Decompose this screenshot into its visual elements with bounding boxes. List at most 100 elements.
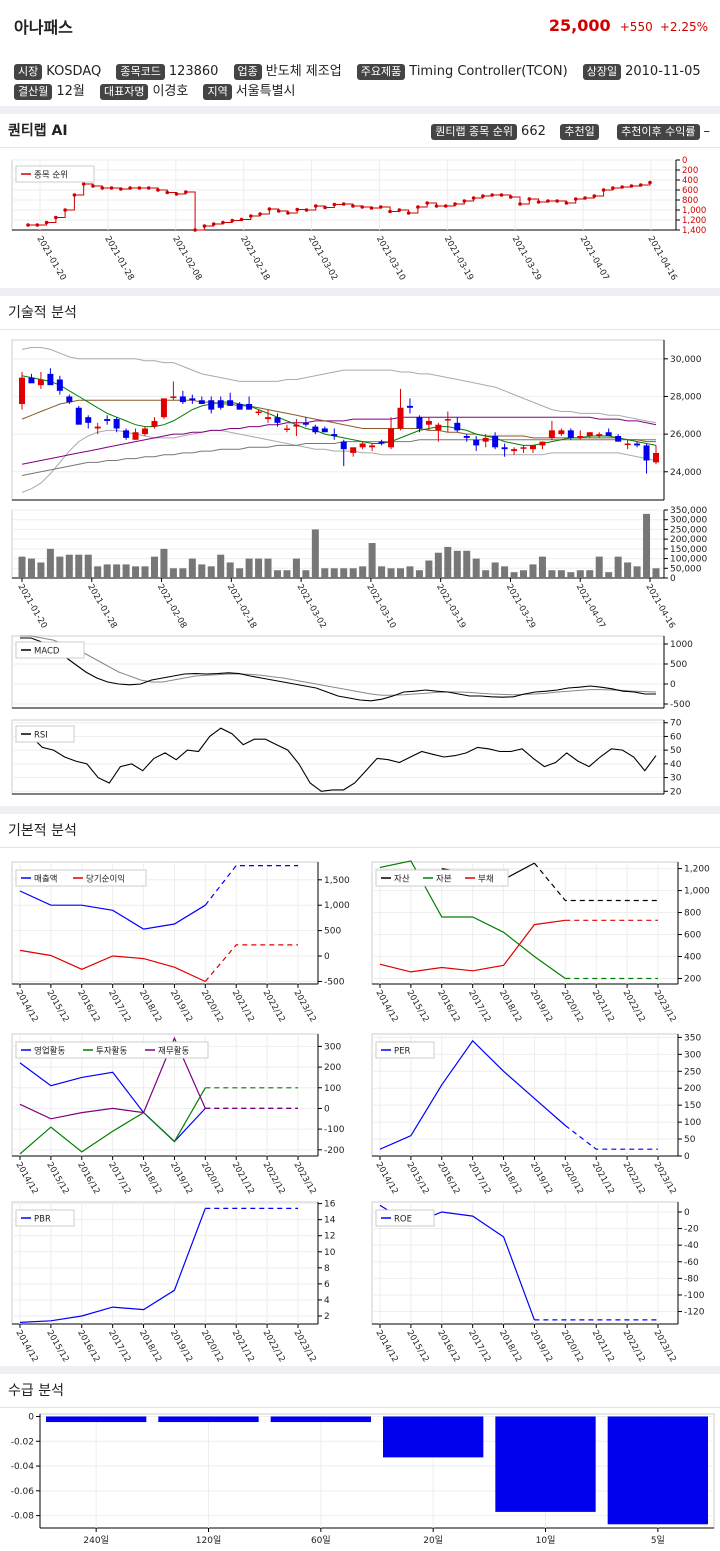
x-tick-label: 2014/12: [13, 1329, 39, 1363]
volume-bar: [453, 550, 461, 578]
roe-chart: -120 -100 -80 -60 -40 -20 0 2014/12 2015/12 2016/…: [371, 1201, 705, 1362]
rank-point: [230, 218, 235, 223]
supply-chart: 0 -0.02 -0.04 -0.06 -0.08 240일 120일 60일 20일 10일 5일: [11, 1412, 715, 1546]
x-tick-label: 10일: [536, 1535, 556, 1546]
rank-point: [462, 199, 467, 203]
rank-point: [490, 193, 494, 197]
volume-bar: [84, 554, 92, 578]
candle-body: [189, 398, 196, 401]
x-tick-label: 2021-01-20: [15, 583, 48, 631]
candle-body: [539, 441, 546, 446]
legend-label: 재무활동: [158, 1046, 189, 1057]
y-tick-label: 0: [28, 1412, 34, 1422]
rsi-chart: 20 30 40 50 60 70 RSI: [11, 719, 682, 797]
y-tick-label: 20: [670, 787, 682, 797]
rank-point: [648, 180, 652, 185]
series-line-자본: [379, 860, 566, 979]
volume-bar: [217, 554, 225, 578]
fundamental-title: 기본적 분석: [0, 814, 720, 848]
rank-point: [146, 186, 151, 190]
y-tick-label: 1,400: [682, 226, 706, 236]
rank-point: [35, 223, 40, 227]
candle-body: [463, 436, 470, 438]
legend-box: [375, 1209, 435, 1227]
rank-point: [620, 185, 624, 189]
ma-short-line: [21, 375, 657, 446]
x-tick-label: 2021-01-28: [102, 235, 135, 283]
rank-point: [54, 215, 58, 220]
y-tick-label: 50: [684, 1135, 696, 1145]
candle-body: [586, 432, 593, 436]
y-tick-label: 28,000: [670, 392, 702, 402]
candle-body: [596, 434, 603, 436]
candle-body: [179, 396, 186, 403]
product-tag: 주요제품: [356, 64, 406, 80]
volume-bar: [595, 556, 603, 578]
x-tick-label: 2021/12: [590, 989, 616, 1023]
x-tick-label: 240일: [83, 1535, 108, 1546]
rank-point: [119, 187, 123, 191]
candle-body: [274, 417, 281, 423]
y-tick-label: 150,000: [670, 545, 707, 555]
region-value: 서울특별시: [235, 84, 296, 99]
y-tick-label: 100: [324, 1084, 341, 1094]
supply-panel: 수급 분석 0 -0.02 -0.04 -0.06 -0.08 240일 120일 60일 20…: [0, 1374, 720, 1551]
y-tick-label: -40: [684, 1241, 699, 1251]
candle-body: [104, 419, 111, 421]
legend-label: 투자활동: [96, 1046, 127, 1057]
rank-point: [508, 195, 513, 199]
legend-box: [15, 1041, 209, 1059]
candle-body: [653, 452, 659, 463]
x-tick-label: 2023/12: [651, 1161, 677, 1195]
x-tick-label: 2016/12: [435, 989, 461, 1023]
rank-point: [397, 208, 402, 212]
volume-bar: [302, 570, 310, 578]
rank-point: [193, 228, 197, 232]
series-line-부채: [379, 919, 566, 973]
rank-point: [592, 194, 597, 198]
y-tick-label: 300,000: [670, 516, 707, 526]
x-tick-label: 2021-03-02: [306, 235, 339, 283]
rank-point: [583, 196, 587, 200]
x-tick-label: 2021-04-07: [574, 583, 607, 631]
price-change: +550: [619, 20, 653, 34]
volume-bar: [330, 568, 338, 578]
volume-bar: [359, 566, 367, 578]
legend-label: RSI: [34, 731, 48, 741]
rank-point: [601, 188, 606, 192]
y-tick-label: 150: [684, 1101, 701, 1111]
volume-bar: [292, 558, 300, 578]
y-tick-label: 300: [684, 1050, 701, 1060]
x-tick-label: 2021-03-29: [510, 235, 543, 283]
y-tick-label: 1000: [670, 640, 693, 650]
x-tick-label: 2015/12: [404, 989, 430, 1023]
y-tick-label: 0: [684, 1208, 690, 1218]
rank-point: [137, 186, 142, 190]
candle-body: [567, 430, 574, 438]
rank-point: [499, 193, 504, 197]
candle-body: [19, 377, 25, 404]
x-tick-label: 2022/12: [621, 989, 647, 1023]
legend-box: [375, 869, 509, 887]
x-tick-label: 2021-03-10: [374, 235, 407, 283]
market-tag: 시장: [14, 64, 43, 80]
x-tick-label: 2020/12: [199, 1161, 225, 1195]
candle-body: [548, 430, 555, 438]
y-tick-label: 16: [324, 1200, 336, 1210]
volume-bar: [397, 568, 405, 578]
rank-point: [26, 223, 30, 227]
candle-body: [454, 422, 461, 431]
candle-body: [85, 417, 92, 423]
candle-body: [47, 373, 54, 386]
volume-bar: [94, 566, 102, 578]
volume-bar: [179, 568, 187, 578]
x-tick-label: 2022/12: [261, 1161, 287, 1195]
candle-body: [520, 447, 527, 449]
volume-bar: [387, 568, 395, 578]
x-tick-label: 2021-04-07: [578, 235, 611, 283]
return-tag: 추천이후 수익률: [617, 124, 700, 140]
volume-bar: [510, 572, 518, 578]
candle-body: [151, 420, 158, 427]
return-value: –: [703, 124, 711, 139]
candle-body: [416, 417, 423, 429]
